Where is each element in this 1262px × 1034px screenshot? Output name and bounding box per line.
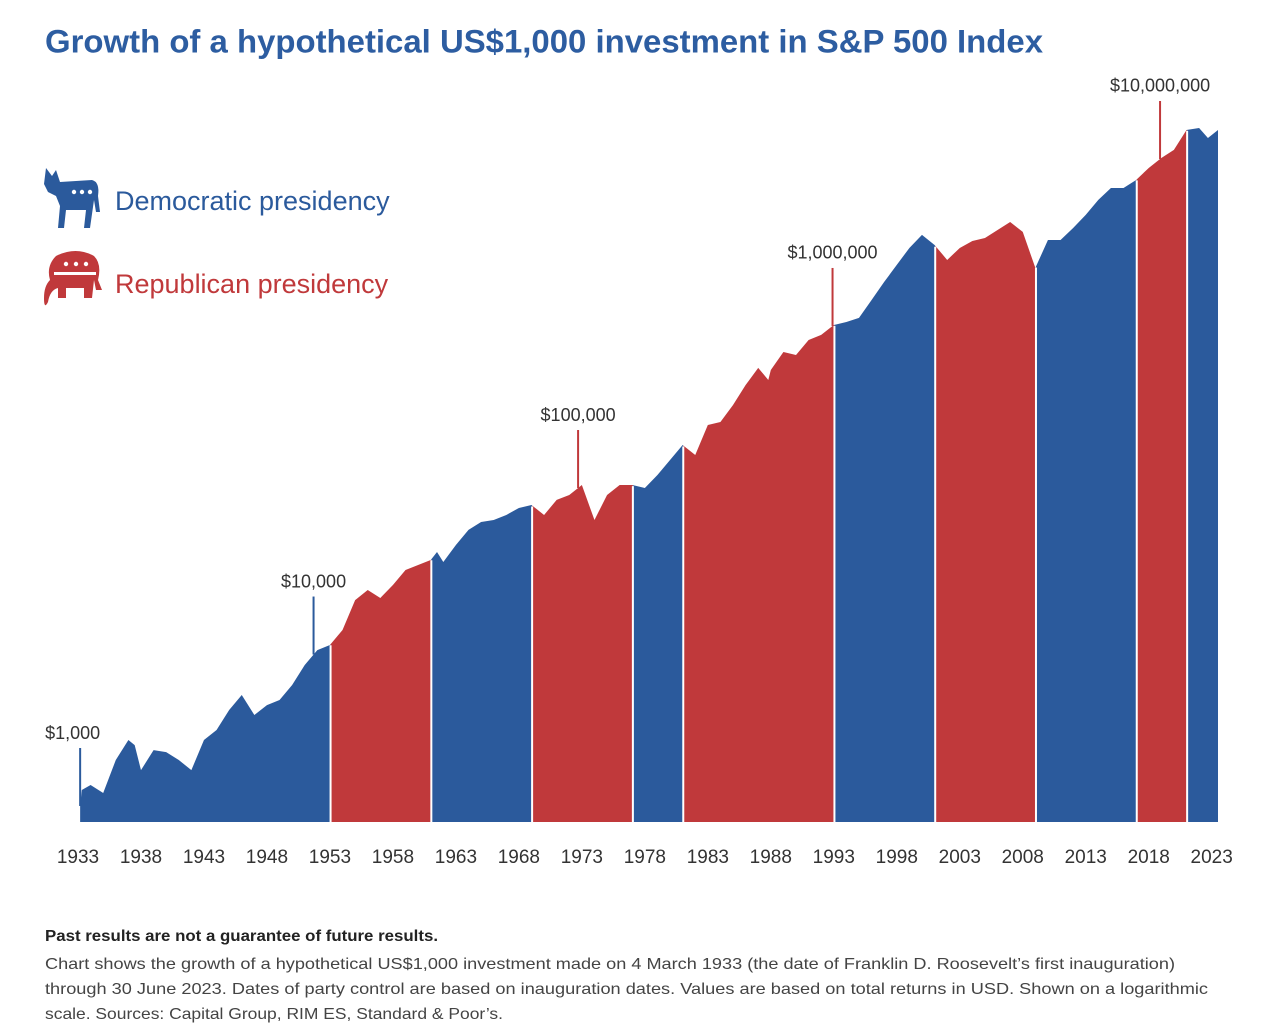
x-tick-label: 1943 (183, 847, 225, 868)
period-area (935, 222, 1036, 822)
legend-label: Republican presidency (115, 269, 389, 299)
annotation-label: $100,000 (541, 405, 616, 425)
annotation-label: $1,000 (45, 723, 100, 743)
x-tick-label: 1938 (120, 847, 162, 868)
footnote-heading: Past results are not a guarantee of futu… (45, 928, 438, 945)
donkey-icon (44, 168, 100, 228)
period-area (330, 559, 432, 822)
x-tick-label: 1983 (687, 847, 729, 868)
period-area (80, 644, 331, 822)
legend-label: Democratic presidency (115, 186, 390, 216)
footnote-line: Chart shows the growth of a hypothetical… (45, 956, 1175, 973)
x-tick-label: 1968 (498, 847, 540, 868)
x-tick-label: 2003 (939, 847, 981, 868)
period-area (1035, 179, 1137, 822)
x-tick-label: 2008 (1002, 847, 1044, 868)
x-tick-label: 1973 (561, 847, 603, 868)
footnote-line: through 30 June 2023. Dates of party con… (45, 981, 1208, 998)
annotation-label: $1,000,000 (787, 243, 877, 263)
x-tick-label: 1948 (246, 847, 288, 868)
period-area (1136, 129, 1188, 822)
chart-title: Growth of a hypothetical US$1,000 invest… (45, 23, 1043, 59)
x-tick-label: 1988 (750, 847, 792, 868)
annotation-label: $10,000,000 (1110, 76, 1210, 96)
period-area (632, 444, 684, 822)
x-tick-label: 1963 (435, 847, 477, 868)
x-tick-label: 1978 (624, 847, 666, 868)
period-area (834, 234, 936, 822)
x-tick-label: 2018 (1128, 847, 1170, 868)
period-area (431, 504, 533, 822)
period-area (1187, 127, 1218, 822)
x-tick-label: 1958 (372, 847, 414, 868)
elephant-icon (44, 251, 102, 306)
x-tick-label: 2013 (1065, 847, 1107, 868)
x-tick-label: 1993 (813, 847, 855, 868)
x-tick-label: 1953 (309, 847, 351, 868)
period-area (532, 485, 633, 822)
x-tick-label: 1998 (876, 847, 918, 868)
footnote-line: scale. Sources: Capital Group, RIM ES, S… (45, 1006, 503, 1023)
x-tick-label: 1933 (57, 847, 99, 868)
annotation-label: $10,000 (281, 571, 346, 591)
x-tick-label: 2023 (1191, 847, 1233, 868)
period-area (683, 324, 835, 822)
